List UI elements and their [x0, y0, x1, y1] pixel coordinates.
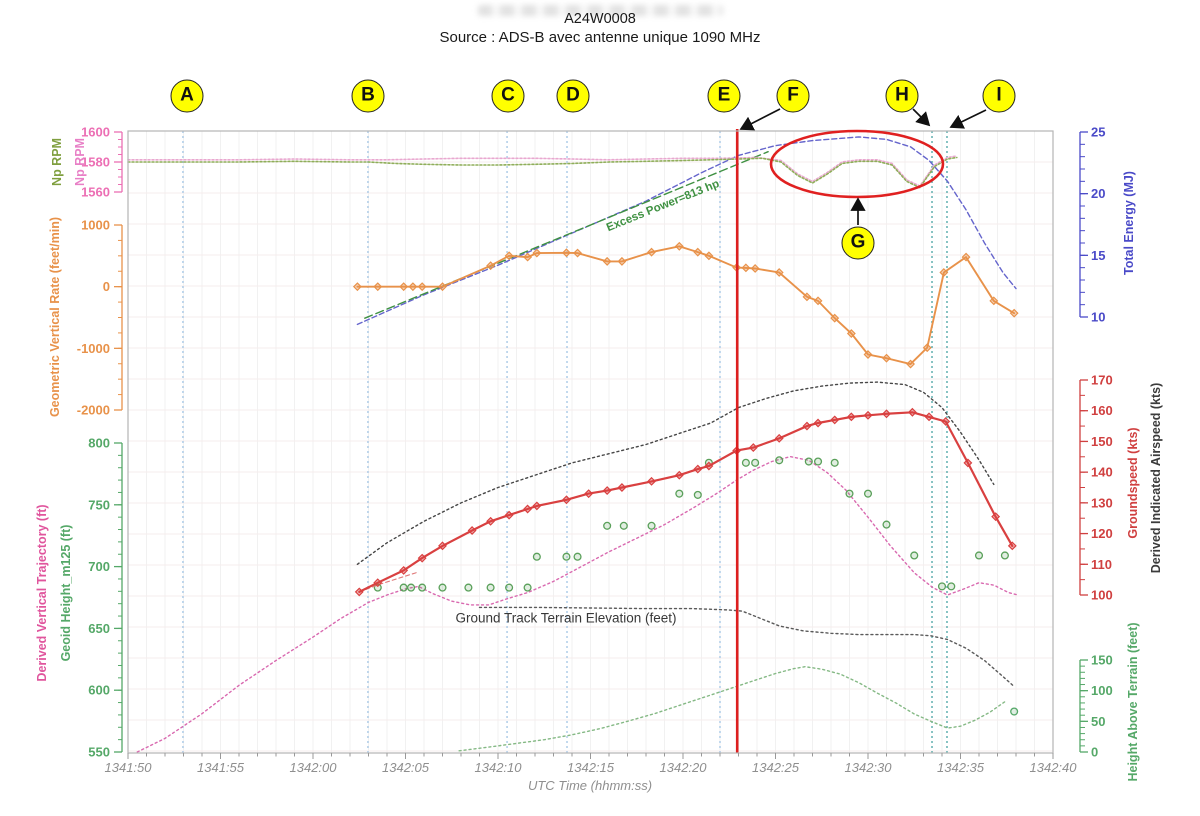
- x-axis-title: UTC Time (hhmm:ss): [527, 778, 653, 793]
- axis-title-total-energy: Total Energy (MJ): [1122, 171, 1136, 275]
- svg-text:100: 100: [1091, 683, 1113, 698]
- svg-text:140: 140: [1091, 465, 1113, 480]
- axis-title-np-rpm-pink: Np RPM: [73, 138, 87, 186]
- svg-text:1341:50: 1341:50: [105, 760, 153, 775]
- svg-text:1342:00: 1342:00: [290, 760, 338, 775]
- svg-text:170: 170: [1091, 373, 1113, 388]
- svg-text:1342:15: 1342:15: [567, 760, 615, 775]
- svg-text:10: 10: [1091, 310, 1105, 325]
- svg-text:1342:20: 1342:20: [660, 760, 708, 775]
- svg-text:1000: 1000: [81, 218, 110, 233]
- svg-text:120: 120: [1091, 526, 1113, 541]
- svg-text:1560: 1560: [81, 185, 110, 200]
- axis-title-vertical-rate: Geometric Vertical Rate (feet/min): [48, 216, 62, 418]
- svg-text:0: 0: [1091, 745, 1098, 760]
- event-marker-B: B: [351, 79, 385, 113]
- event-marker-C: C: [491, 79, 525, 113]
- svg-text:1342:35: 1342:35: [937, 760, 985, 775]
- svg-text:1342:05: 1342:05: [382, 760, 430, 775]
- redacted-header: [478, 5, 723, 16]
- axis-title-geoid-height: Geoid Height_m125 (ft): [59, 524, 73, 662]
- svg-text:100: 100: [1091, 588, 1113, 603]
- axis-title-vertical-trajectory: Derived Vertical Trajectory (ft): [35, 504, 49, 682]
- axis-title-indicated-airspeed: Derived Indicated Airspeed (kts): [1149, 382, 1163, 574]
- svg-text:160: 160: [1091, 403, 1113, 418]
- event-marker-I: I: [982, 79, 1016, 113]
- svg-text:-2000: -2000: [77, 403, 110, 418]
- svg-text:150: 150: [1091, 434, 1113, 449]
- event-marker-A: A: [170, 79, 204, 113]
- chart-subtitle: Source : ADS-B avec antenne unique 1090 …: [439, 29, 761, 46]
- svg-text:1600: 1600: [81, 125, 110, 140]
- svg-text:1342:25: 1342:25: [752, 760, 800, 775]
- svg-text:700: 700: [88, 559, 110, 574]
- svg-text:15: 15: [1091, 248, 1105, 263]
- svg-text:1342:10: 1342:10: [475, 760, 523, 775]
- terrain-elevation-annotation: Ground Track Terrain Elevation (feet): [455, 610, 677, 626]
- event-marker-D: D: [556, 79, 590, 113]
- svg-text:1341:55: 1341:55: [197, 760, 245, 775]
- svg-text:20: 20: [1091, 186, 1105, 201]
- svg-text:150: 150: [1091, 653, 1113, 668]
- svg-text:-1000: -1000: [77, 341, 110, 356]
- event-marker-G: G: [841, 226, 875, 260]
- svg-text:1342:40: 1342:40: [1030, 760, 1078, 775]
- axis-title-height-above-terrain: Height Above Terrain (feet): [1126, 622, 1140, 782]
- axis-title-np-rpm-green: Np RPM: [50, 138, 64, 186]
- svg-text:650: 650: [88, 621, 110, 636]
- svg-text:750: 750: [88, 497, 110, 512]
- event-marker-F: F: [776, 79, 810, 113]
- event-marker-H: H: [885, 79, 919, 113]
- chart-title: A24W0008: [564, 11, 636, 27]
- svg-text:130: 130: [1091, 495, 1113, 510]
- svg-text:110: 110: [1091, 557, 1112, 572]
- svg-text:600: 600: [88, 683, 110, 698]
- axis-title-groundspeed: Groundspeed (kts): [1126, 427, 1140, 539]
- svg-text:50: 50: [1091, 714, 1105, 729]
- svg-text:800: 800: [88, 436, 110, 451]
- svg-text:1580: 1580: [81, 155, 110, 170]
- event-marker-E: E: [707, 79, 741, 113]
- svg-text:25: 25: [1091, 125, 1105, 140]
- svg-text:550: 550: [88, 745, 110, 760]
- svg-text:0: 0: [103, 279, 110, 294]
- svg-text:1342:30: 1342:30: [845, 760, 893, 775]
